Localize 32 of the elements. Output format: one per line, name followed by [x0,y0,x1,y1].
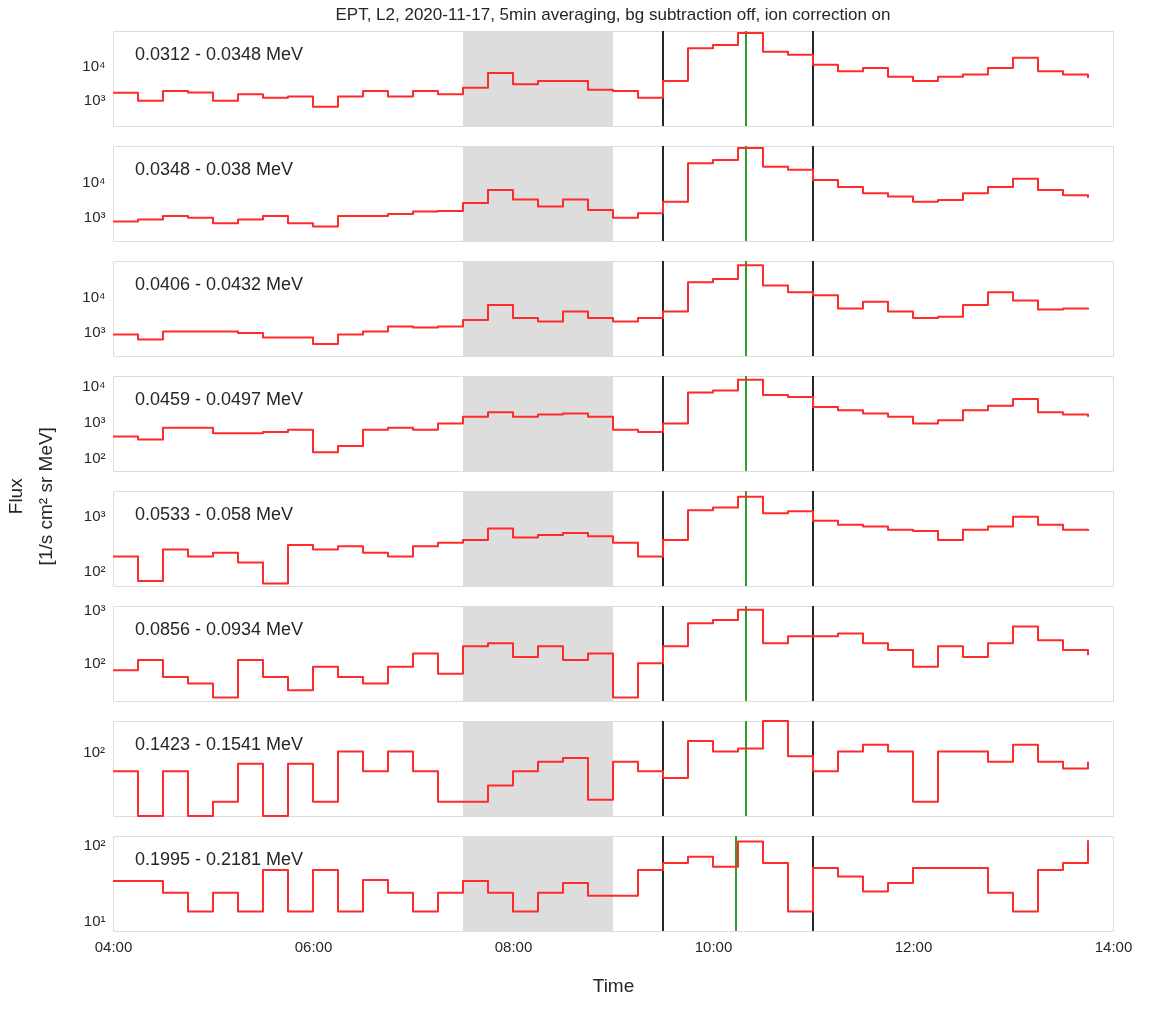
x-axis-title: Time [592,974,635,996]
annotation: 0.0348 - 0.038 MeV [135,159,294,179]
annotation: 0.0459 - 0.0497 MeV [135,389,304,409]
annotation: 0.0533 - 0.058 MeV [135,504,294,524]
y-axis-title: Flux [1/s cm² sr MeV] [4,427,56,566]
y-tick-label: 10¹ [83,911,106,929]
y-tick-label: 10² [83,561,106,579]
x-tick-label: 12:00 [894,937,933,955]
annotation: 0.0406 - 0.0432 MeV [135,274,304,294]
y-tick-label: 10³ [83,90,106,108]
y-tick-label: 10⁴ [82,287,106,305]
y-tick-label: 10³ [83,413,106,431]
y-tick-label: 10² [83,653,106,671]
y-tick-label: 10² [83,449,106,467]
x-tick-label: 08:00 [494,937,533,955]
annotation: 0.0856 - 0.0934 MeV [135,619,304,639]
x-tick-label: 10:00 [694,937,733,955]
y-tick-label: 10³ [83,507,106,525]
y-tick-label: 10⁴ [82,57,106,75]
y-tick-label: 10³ [83,601,106,619]
y-tick-label: 10² [83,836,106,854]
chart-title: EPT, L2, 2020-11-17, 5min averaging, bg subtraction off, ion correction on [335,5,891,24]
annotation: 0.0312 - 0.0348 MeV [135,44,304,64]
annotation: 0.1423 - 0.1541 MeV [135,734,304,754]
x-tick-label: 06:00 [294,937,333,955]
y-tick-label: 10⁴ [82,377,106,395]
y-tick-label: 10⁴ [82,173,106,191]
x-tick-label: 04:00 [94,937,133,955]
y-tick-label: 10³ [83,207,106,225]
y-tick-label: 10³ [83,322,106,340]
annotation: 0.1995 - 0.2181 MeV [135,849,304,869]
x-tick-label: 14:00 [1094,937,1133,955]
